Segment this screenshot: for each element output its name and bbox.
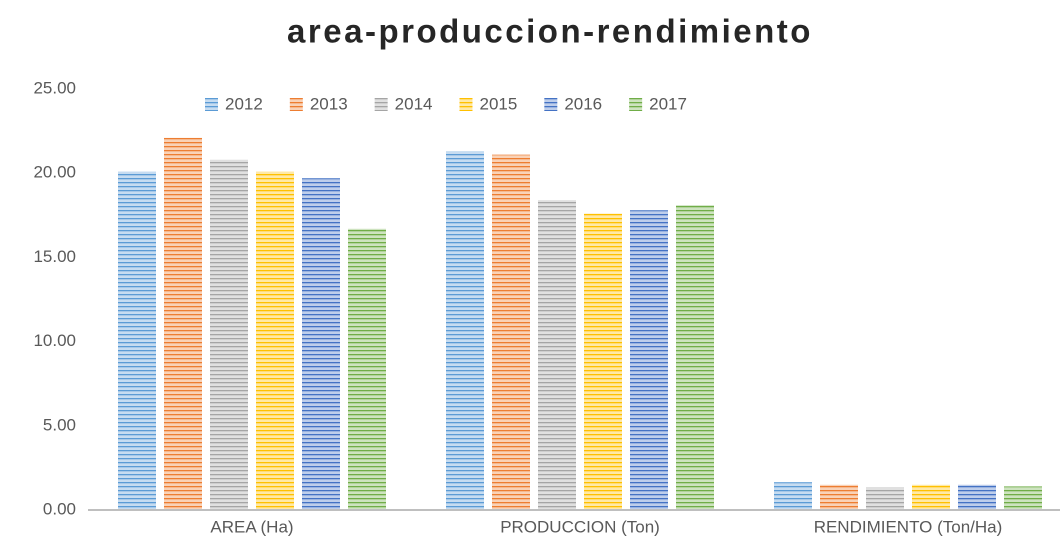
bar [210,159,248,510]
x-tick-label: PRODUCCION (Ton) [500,517,660,536]
y-tick-label: 20.00 [33,163,76,182]
legend-swatch [205,98,218,111]
legend-swatch [459,98,473,111]
bar [446,151,484,511]
x-tick-label: RENDIMIENTO (Ton/Ha) [814,517,1003,536]
bar [302,178,340,510]
legend-label: 2014 [395,94,433,113]
bar [164,137,202,510]
legend-label: 2013 [310,94,348,113]
bar [820,484,858,510]
bar [630,210,668,511]
bar [538,200,576,511]
x-tick-label: AREA (Ha) [210,517,293,536]
legend-swatch [289,98,303,111]
bar [118,171,156,511]
legend-swatch [374,98,388,111]
chart-title: area-produccion-rendimiento [287,13,813,50]
bar [958,484,996,510]
legend-swatch [544,98,558,111]
bar [256,171,294,511]
legend-label: 2016 [564,94,602,113]
bar [348,228,386,510]
legend-swatch [629,98,643,111]
y-tick-label: 10.00 [33,331,76,350]
bar [676,205,714,511]
y-tick-label: 25.00 [33,78,76,97]
legend-label: 2017 [649,94,687,113]
bar [912,484,950,510]
bar [492,154,530,510]
bar [584,213,622,510]
y-tick-label: 15.00 [33,247,76,266]
y-tick-label: 5.00 [43,415,76,434]
y-tick-label: 0.00 [43,499,76,518]
bar [774,482,812,510]
bar [1004,486,1042,510]
bar [866,487,904,510]
legend-label: 2015 [479,94,517,113]
legend-label: 2012 [225,94,263,113]
